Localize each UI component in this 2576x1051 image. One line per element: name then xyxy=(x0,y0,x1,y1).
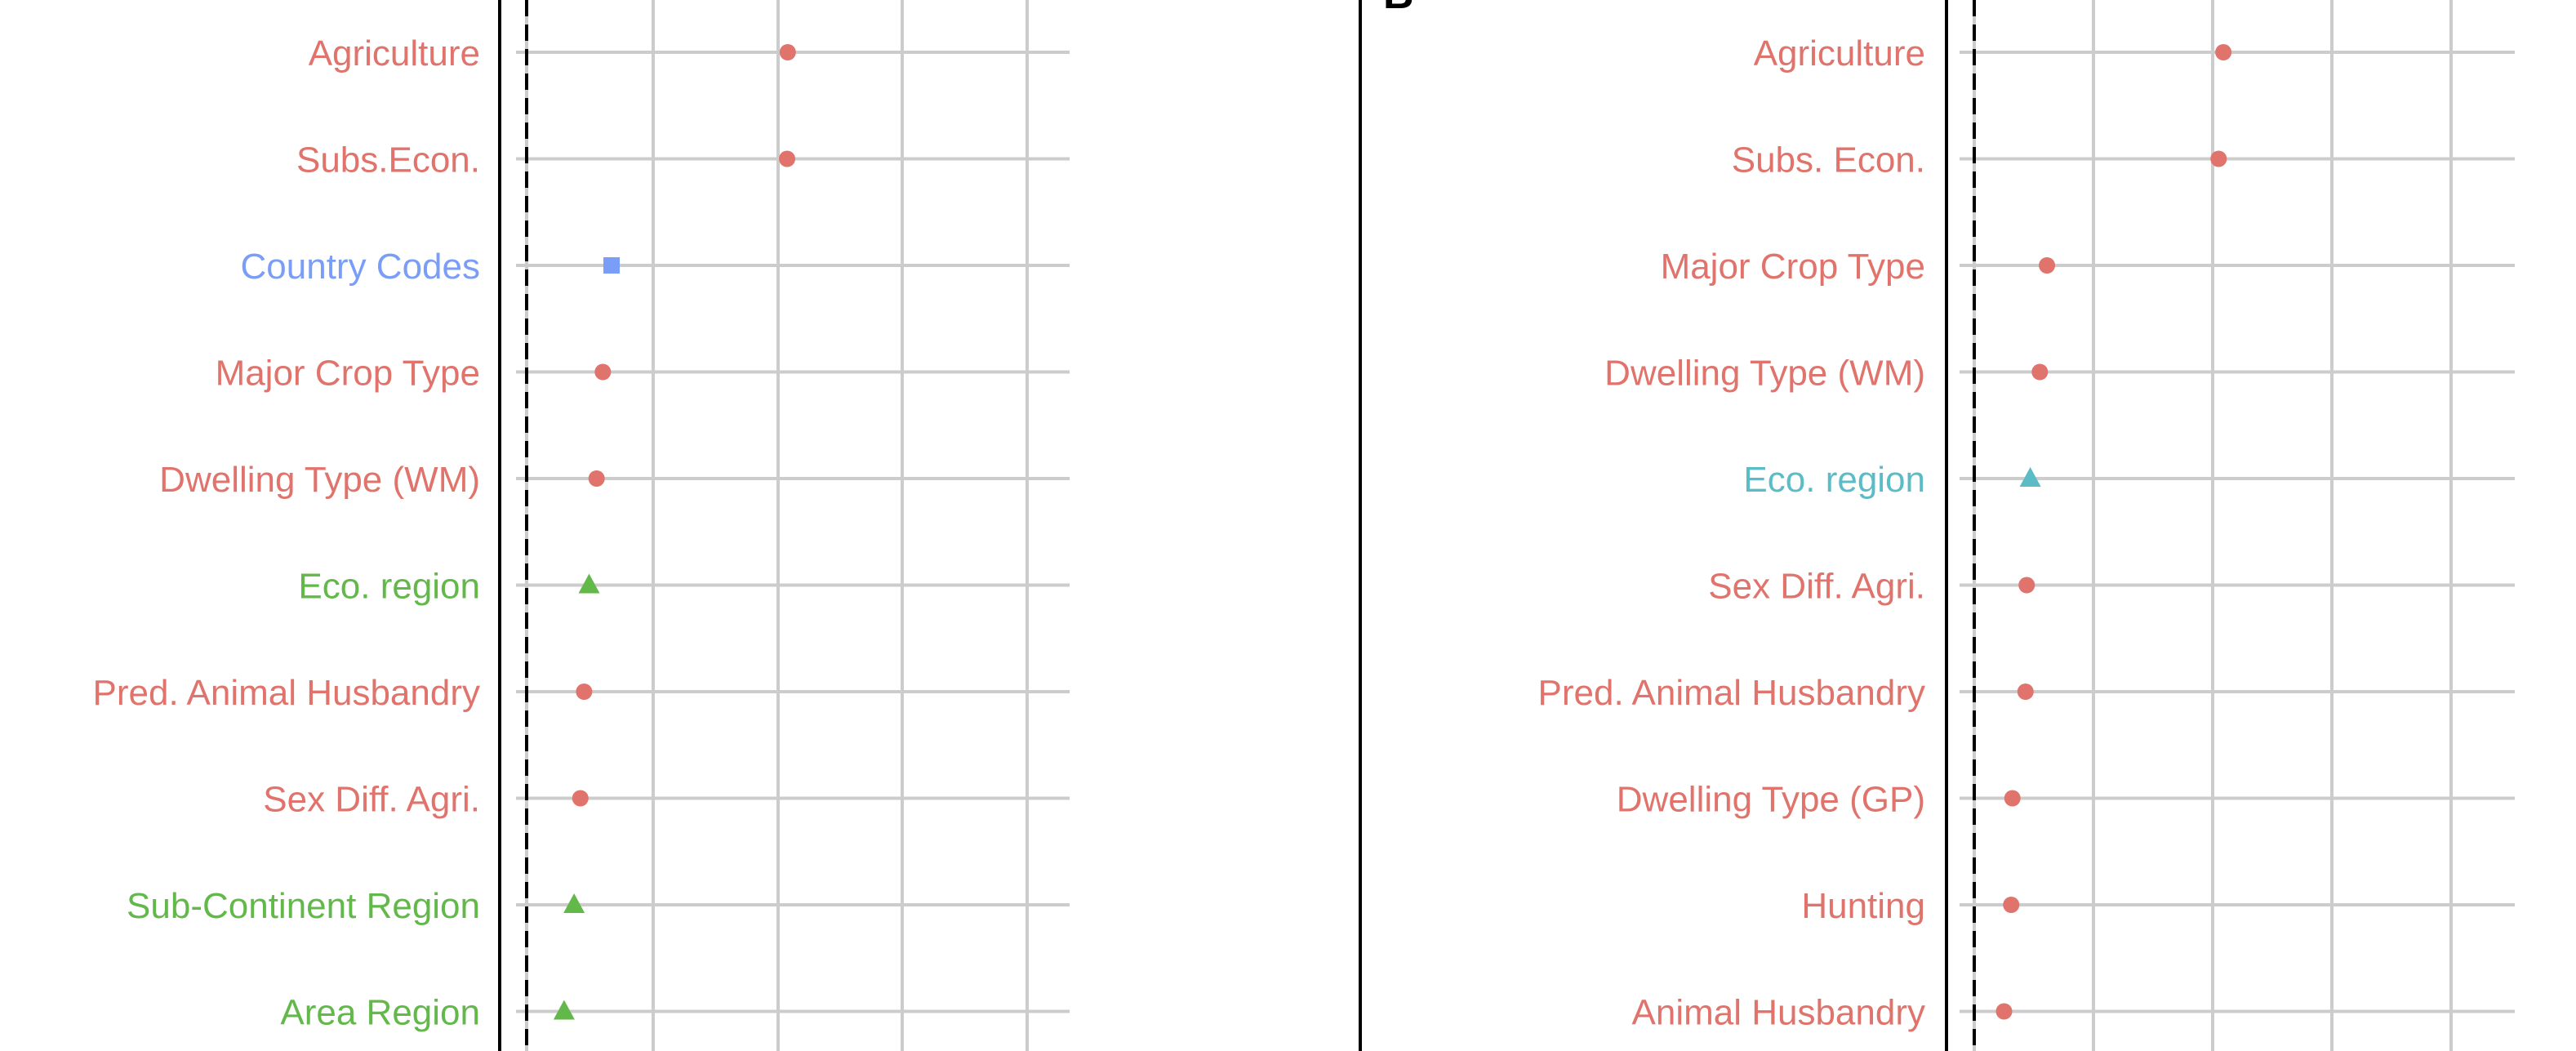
data-point-square xyxy=(603,257,621,274)
panel-b-labels: Agriculture Subs. Econ. Major Crop Type Dwe… xyxy=(1538,33,1925,1033)
data-point-circle xyxy=(779,44,796,60)
data-point-circle xyxy=(2210,150,2227,167)
category-label: Subs. Econ. xyxy=(1732,140,1925,180)
data-point-circle xyxy=(2215,44,2232,60)
panel-b-grid xyxy=(1960,0,2515,1051)
category-label: Hunting xyxy=(1801,886,1925,926)
category-label: Agriculture xyxy=(1754,33,1925,73)
category-label: Sex Diff. Agri. xyxy=(1708,567,1925,607)
category-label: Dwelling Type (GP) xyxy=(1617,780,1925,820)
panel-b-axis xyxy=(1945,0,1976,1051)
data-point-triangle xyxy=(578,573,600,594)
data-point-circle xyxy=(2017,684,2034,700)
category-label: Eco. region xyxy=(1743,460,1925,500)
panel-a-labels: Agriculture Subs.Econ. Country Codes Major … xyxy=(93,33,480,1033)
data-point-circle xyxy=(2004,790,2021,807)
category-label: Eco. region xyxy=(298,567,480,607)
category-label: Dwelling Type (WM) xyxy=(1604,354,1925,394)
category-label: Pred. Animal Husbandry xyxy=(93,673,480,713)
category-label: Sex Diff. Agri. xyxy=(263,780,480,820)
data-point-circle xyxy=(572,790,589,807)
category-label: Area Region xyxy=(280,993,480,1033)
data-point-circle xyxy=(1995,1003,2013,1020)
panel-b-points xyxy=(1995,44,2232,1020)
category-label: Dwelling Type (WM) xyxy=(159,460,480,500)
category-label: Sub-Continent Region xyxy=(127,886,480,926)
data-point-circle xyxy=(779,150,796,167)
data-point-circle xyxy=(2018,577,2035,594)
data-point-circle xyxy=(576,684,593,700)
category-label: Subs.Econ. xyxy=(296,140,480,180)
data-point-triangle xyxy=(553,1000,575,1020)
panel-b: B Agriculture Subs. Econ. Major Crop Type D… xyxy=(1383,0,2515,1051)
data-point-circle xyxy=(2031,363,2049,381)
panel-a: Agriculture Subs.Econ. Country Codes Major … xyxy=(93,0,1070,1051)
category-label: Major Crop Type xyxy=(216,354,480,394)
panel-b-label: B xyxy=(1383,0,1414,18)
category-label: Pred. Animal Husbandry xyxy=(1538,673,1925,713)
category-label: Major Crop Type xyxy=(1661,247,1925,287)
panel-a-grid xyxy=(516,0,1070,1051)
data-point-triangle xyxy=(2019,467,2041,487)
category-label: Animal Husbandry xyxy=(1632,993,1926,1033)
panel-a-points xyxy=(553,44,796,1020)
data-point-circle xyxy=(588,470,605,487)
panel-a-axis xyxy=(498,0,528,1051)
data-point-circle xyxy=(2003,897,2020,913)
category-label: Agriculture xyxy=(309,33,480,73)
category-label: Country Codes xyxy=(241,247,480,287)
data-point-triangle xyxy=(563,893,585,913)
data-point-circle xyxy=(2039,257,2056,274)
data-point-circle xyxy=(594,363,612,381)
